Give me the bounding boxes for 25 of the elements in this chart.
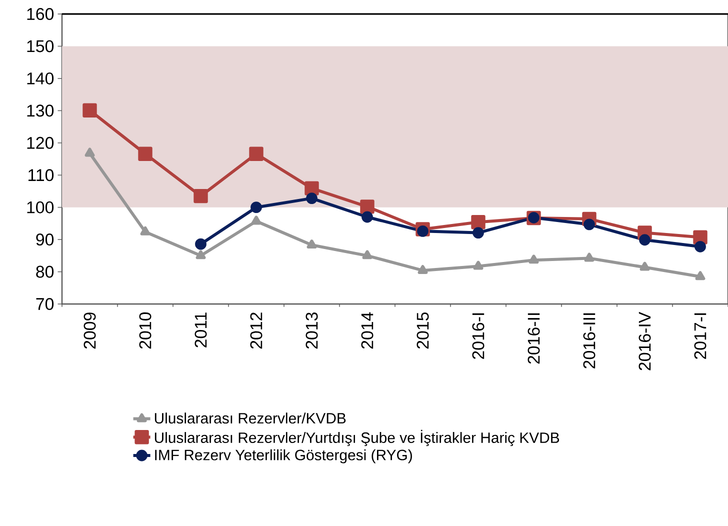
y-tick-label: 160	[27, 8, 54, 20]
x-tick-label: 2015	[416, 312, 429, 349]
x-tick-label: 2016-II	[528, 313, 540, 364]
x-tick-label: 2009	[84, 312, 96, 349]
y-tick-label: 150	[27, 40, 54, 52]
y-tick-label: 70	[36, 298, 54, 310]
y-tick-label: 140	[27, 72, 54, 84]
y-tick-label: 100	[27, 201, 54, 214]
x-tick-label: 2016-IV	[638, 312, 651, 370]
y-tick-label: 130	[27, 104, 54, 117]
x-tick-label: 2016-I	[472, 313, 484, 359]
x-tick-label: 2011	[194, 312, 207, 348]
x-tick-label: 2010	[139, 312, 152, 349]
x-tick-label: 2012	[250, 312, 262, 349]
legend-label: Uluslararası Rezervler/Yurtdışı Şube ve İştirakler Hariç KVDB	[154, 430, 560, 446]
x-tick-label: 2016-III	[583, 313, 596, 368]
x-tick-label: 2017-I	[694, 313, 706, 359]
y-tick-label: 120	[27, 136, 54, 149]
x-tick-label: 2013	[306, 312, 318, 349]
legend-label: IMF Rezerv Yeterlilik Göstergesi (RYG)	[155, 449, 412, 464]
y-tick-label: 90	[36, 234, 54, 246]
y-tick-label: 110	[28, 169, 54, 182]
y-tick-label: 80	[36, 266, 54, 278]
x-tick-label: 2014	[361, 312, 374, 349]
legend-label: Uluslararası Rezervler/KVDB	[154, 412, 346, 424]
